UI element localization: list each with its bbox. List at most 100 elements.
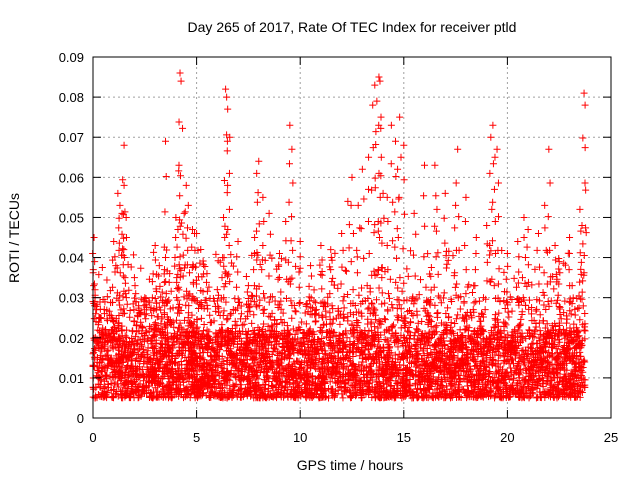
background-point [145,378,153,386]
background-point [296,374,304,382]
background-point [222,280,230,288]
background-point [458,333,466,341]
background-point [581,327,589,335]
background-point [427,263,435,271]
background-point [194,330,202,338]
background-point [428,330,436,338]
background-point [491,394,499,402]
background-point [204,375,212,383]
background-point [324,367,332,375]
background-point [549,341,557,349]
background-point [461,372,469,380]
background-point [487,247,495,255]
background-point [283,364,291,372]
background-point [536,311,544,319]
background-point [457,356,465,364]
background-point [186,394,194,402]
background-point [110,366,118,374]
background-point [375,344,383,352]
background-point [228,393,236,401]
background-point [295,300,303,308]
background-point [92,318,100,326]
background-point [394,343,402,351]
background-point [276,331,284,339]
background-point [139,346,147,354]
background-point [477,317,485,325]
background-point [125,286,133,294]
background-point [466,335,474,343]
background-point [464,327,472,335]
background-point [511,327,519,335]
background-point [280,327,288,335]
background-point [227,251,235,259]
background-point [171,262,179,270]
background-point [217,329,225,337]
background-point [373,370,381,378]
background-point [119,358,127,366]
background-point [189,348,197,356]
background-point [180,264,188,272]
background-point [131,380,139,388]
background-point [420,352,428,360]
background-point [260,320,268,328]
background-point [526,326,534,334]
background-point [218,387,226,395]
background-point [362,332,370,340]
background-point [528,351,536,359]
background-point [454,331,462,339]
background-point [158,343,166,351]
background-point [154,373,162,381]
background-point [468,372,476,380]
background-point [127,394,135,402]
background-point [495,377,503,385]
background-point [108,362,116,370]
background-point [97,355,105,363]
background-point [451,320,459,328]
background-point [546,381,554,389]
background-point [380,315,388,323]
background-point [368,300,376,308]
background-point [547,297,555,305]
background-point [123,333,131,341]
background-point [242,315,250,323]
background-point [433,313,441,321]
background-point [566,324,574,332]
background-point [220,307,228,315]
background-point [314,345,322,353]
background-point [248,291,256,299]
background-point [110,394,118,402]
background-point [290,394,298,402]
background-point [185,309,193,317]
background-point [278,355,286,363]
background-point [233,391,241,399]
background-point [477,348,485,356]
background-point [109,316,117,324]
background-point [266,313,274,321]
background-point [188,332,196,340]
background-point [117,387,125,395]
background-point [302,301,310,309]
background-point [479,386,487,394]
background-point [242,352,250,360]
background-point [449,252,457,260]
background-point [155,380,163,388]
background-point [394,369,402,377]
background-point [422,357,430,365]
background-point [581,320,589,328]
background-point [224,315,232,323]
background-point [390,385,398,393]
background-point [406,375,414,383]
background-point [111,357,119,365]
background-point [366,309,374,317]
background-point [354,319,362,327]
background-point [102,331,110,339]
background-point [463,367,471,375]
background-point [540,331,548,339]
background-point [426,342,434,350]
background-point [148,334,156,342]
background-point [271,297,279,305]
background-point [103,293,111,301]
background-point [289,346,297,354]
background-point [563,366,571,374]
background-point [181,386,189,394]
